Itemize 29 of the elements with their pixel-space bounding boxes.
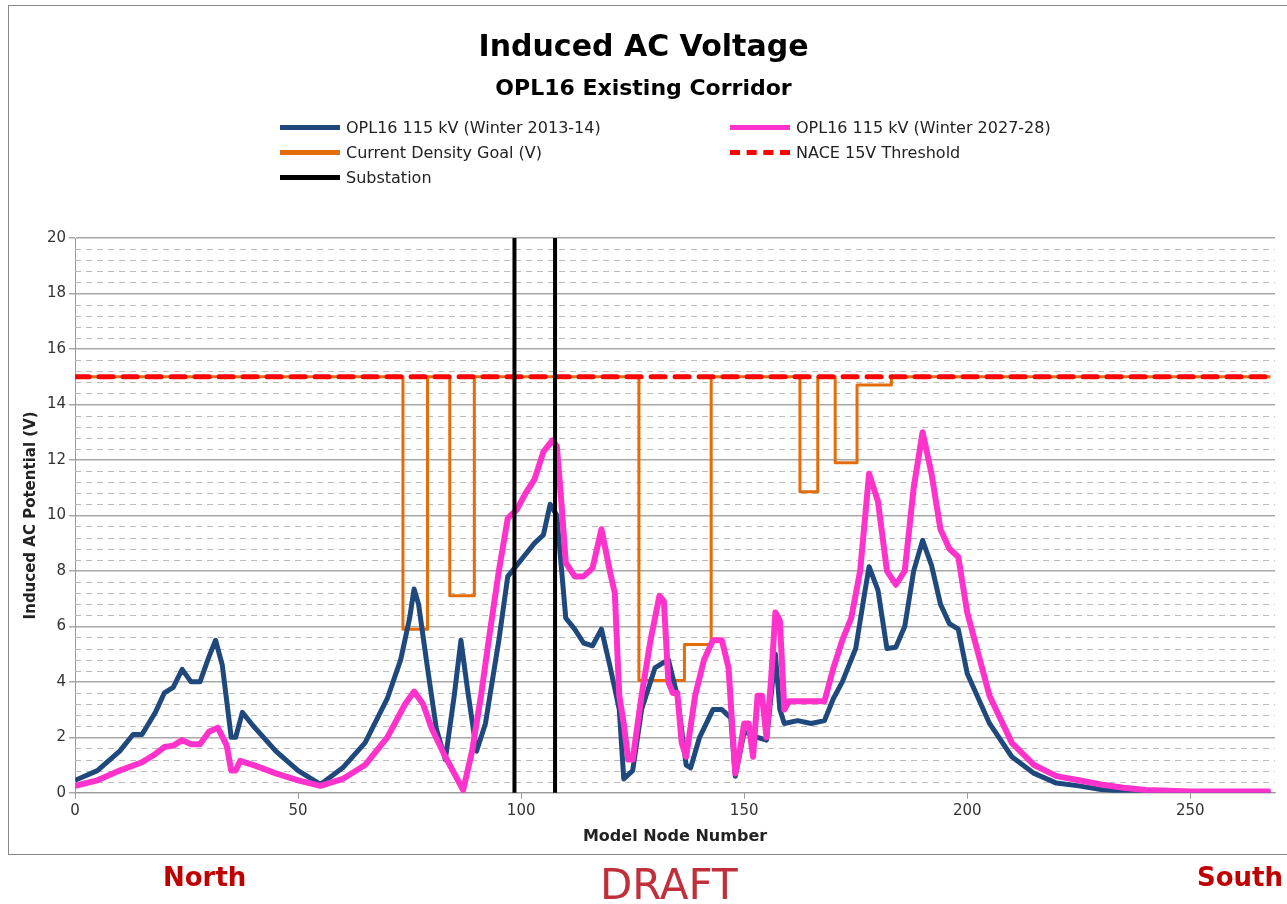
y-tick-label: 6 <box>56 616 67 635</box>
x-axis-title: Model Node Number <box>582 825 768 845</box>
text: North <box>163 862 247 892</box>
y-tick-label: 10 <box>46 505 67 524</box>
y-tick-label: 18 <box>46 283 67 302</box>
y-tick-label: 14 <box>46 394 67 413</box>
text: South <box>1196 862 1283 892</box>
x-tick-label: 250 <box>1175 800 1205 819</box>
x-tick-label: 100 <box>506 800 536 819</box>
chart-title: Induced AC Voltage <box>477 28 810 63</box>
y-tick-label: 12 <box>46 449 67 468</box>
y-tick-label: 16 <box>46 338 67 357</box>
y-tick-label: 4 <box>56 671 67 690</box>
text: DRAFT <box>600 860 738 904</box>
y-tick-label: 2 <box>56 727 67 746</box>
legend-label: Substation <box>346 168 432 187</box>
legend-label: OPL16 115 kV (Winter 2027-28) <box>796 118 1051 137</box>
legend-label: NACE 15V Threshold <box>796 143 961 162</box>
y-tick-label: 0 <box>56 782 67 801</box>
x-tick-label: 200 <box>952 800 982 819</box>
y-axis-title: Induced AC Potential (V) <box>20 411 39 620</box>
x-tick-label: 50 <box>288 800 308 819</box>
y-tick-label: 20 <box>46 227 67 246</box>
chart-subtitle: OPL16 Existing Corridor <box>494 75 793 100</box>
legend-label: Current Density Goal (V) <box>346 143 543 162</box>
y-tick-label: 8 <box>56 560 67 579</box>
x-tick-label: 150 <box>729 800 759 819</box>
x-tick-label: 0 <box>70 800 80 819</box>
legend-label: OPL16 115 kV (Winter 2013-14) <box>346 118 601 137</box>
